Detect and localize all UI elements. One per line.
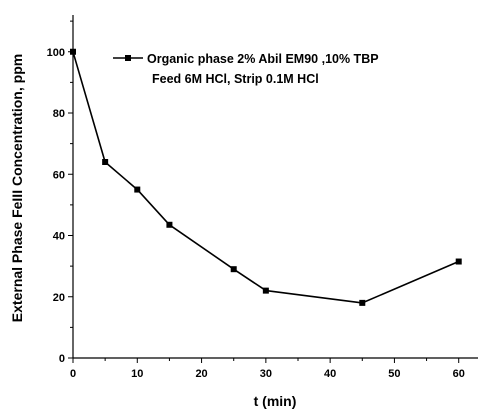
x-tick-label-60: 60 — [453, 368, 465, 380]
data-point — [230, 266, 237, 273]
legend-conditions: Feed 6M HCl, Strip 0.1M HCl — [152, 72, 319, 86]
data-point — [262, 287, 269, 294]
y-tick-label-40: 40 — [53, 231, 65, 243]
x-tick-label-10: 10 — [131, 368, 143, 380]
x-tick-label-20: 20 — [195, 368, 207, 380]
y-tick-label-100: 100 — [47, 47, 65, 59]
y-tick-label-20: 20 — [53, 292, 65, 304]
legend-series-name: Organic phase 2% Abil EM90 ,10% TBP — [147, 52, 379, 66]
y-tick-label-60: 60 — [53, 169, 65, 181]
x-tick-label-50: 50 — [388, 368, 400, 380]
y-tick-label-80: 80 — [53, 108, 65, 120]
data-point — [166, 221, 173, 228]
ticks: 0 10 20 30 40 50 60 0 20 40 60 80 100 — [47, 20, 465, 380]
x-axis-title: t (min) — [254, 393, 297, 409]
series-layer — [70, 48, 462, 306]
y-tick-label-0: 0 — [59, 353, 65, 365]
y-axis-title: External Phase FeIII Concentration, ppm — [9, 54, 25, 322]
data-point — [455, 258, 462, 265]
legend-marker — [125, 55, 131, 61]
data-point — [359, 299, 366, 306]
data-point — [70, 48, 76, 55]
axes — [72, 15, 478, 359]
x-tick-label-0: 0 — [70, 368, 76, 380]
data-point — [102, 159, 109, 165]
series-line-0 — [72, 51, 460, 304]
x-tick-label-40: 40 — [324, 368, 336, 380]
legend: Organic phase 2% Abil EM90 ,10% TBP Feed… — [113, 52, 379, 86]
data-point — [134, 186, 141, 193]
x-tick-label-30: 30 — [260, 368, 272, 380]
